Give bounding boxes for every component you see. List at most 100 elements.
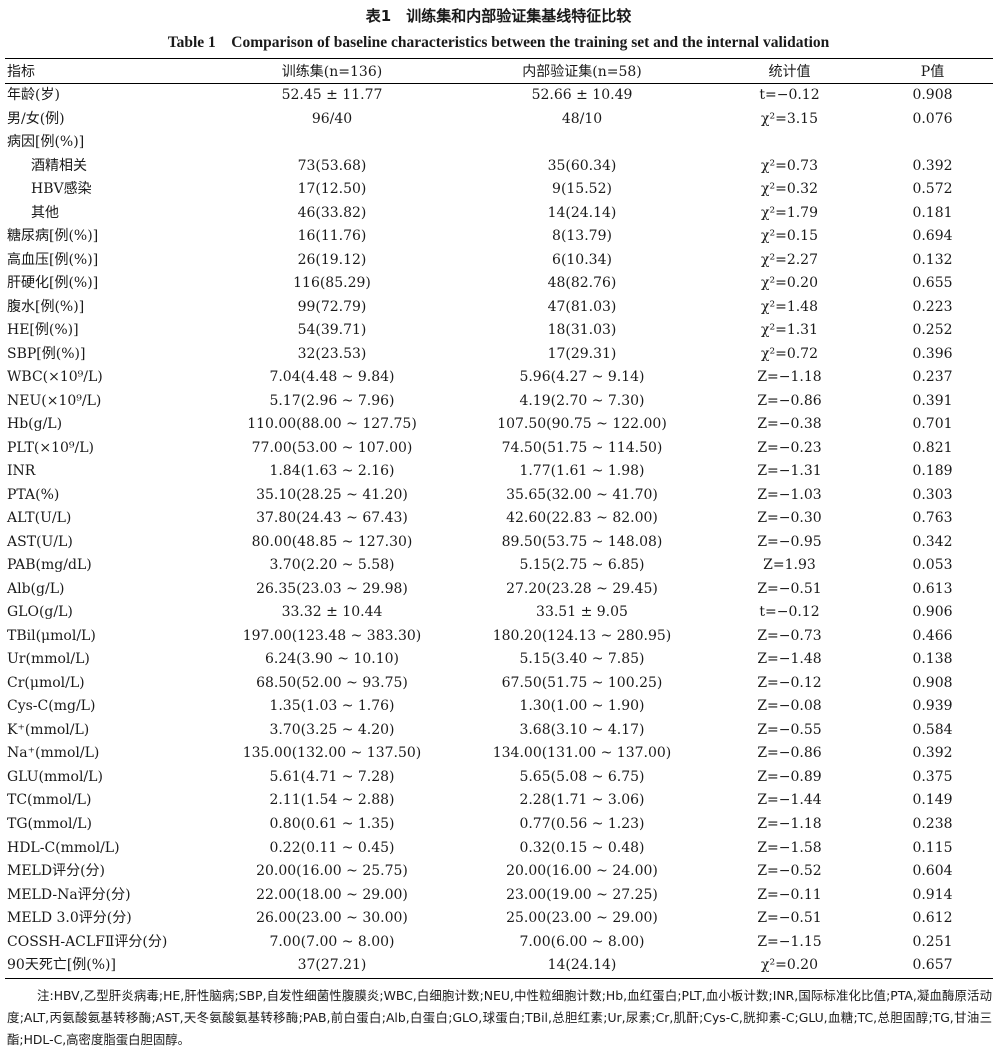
cell-p-value: 0.237: [912, 369, 953, 386]
cell-p-value: 0.914: [912, 886, 953, 903]
table-footnote: 注:HBV,乙型肝炎病毒;HE,肝性脑病;SBP,自发性细菌性腹膜炎;WBC,白…: [7, 988, 992, 1047]
table-row: PAB(mg/dL) 3.70(2.20 ~ 5.58) 5.15(2.75 ~ 6…: [5, 554, 993, 578]
table-row: MELD评分(分) 20.00(16.00 ~ 25.75) 20.00(16.00…: [5, 860, 993, 884]
cell-statistic: χ²=1.31: [761, 322, 818, 339]
cell-p-value: 0.396: [912, 345, 953, 362]
table-row: 男/女(例) 96/40 48/10 χ²=3.15 0.076: [5, 108, 993, 132]
cell-validation-value: 23.00(19.00 ~ 27.25): [506, 886, 658, 903]
cell-validation-value: 42.60(22.83 ~ 82.00): [506, 510, 658, 527]
cell-statistic: Z=−0.30: [757, 510, 822, 527]
cell-indicator: ALT(U/L): [7, 510, 72, 527]
cell-training-value: 1.35(1.03 ~ 1.76): [269, 698, 395, 715]
cell-statistic: Z=−0.95: [757, 533, 822, 550]
cell-indicator: TBil(μmol/L): [7, 627, 96, 644]
cell-p-value: 0.251: [912, 933, 953, 950]
cell-p-value: [872, 131, 993, 155]
header-p-value: P值: [872, 58, 993, 84]
cell-training-value: 80.00(48.85 ~ 127.30): [251, 533, 413, 550]
cell-p-value: 0.392: [912, 745, 953, 762]
cell-indicator: 腹水[例(%)]: [7, 298, 85, 315]
cell-validation-value: 4.19(2.70 ~ 7.30): [519, 392, 645, 409]
cell-p-value: 0.906: [912, 604, 953, 621]
cell-statistic: Z=−0.86: [757, 745, 822, 762]
cell-training-value: 20.00(16.00 ~ 25.75): [256, 863, 408, 880]
cell-training-value: 77.00(53.00 ~ 107.00): [251, 439, 413, 456]
cell-training-value: 33.32 ± 10.44: [281, 604, 383, 621]
cell-training-value: 110.00(88.00 ~ 127.75): [247, 416, 417, 433]
cell-validation-value: 48/10: [561, 110, 603, 127]
cell-indicator: K⁺(mmol/L): [7, 721, 90, 738]
cell-indicator: WBC(×10⁹/L): [7, 369, 103, 386]
table-title-en: Table 1 Comparison of baseline character…: [167, 34, 830, 51]
cell-training-value: 17(12.50): [297, 181, 367, 198]
cell-indicator: AST(U/L): [7, 533, 73, 550]
header-statistic: 统计值: [707, 58, 872, 84]
cell-indicator: NEU(×10⁹/L): [7, 392, 102, 409]
cell-indicator: MELD 3.0评分(分): [7, 910, 132, 927]
cell-training-value: 116(85.29): [293, 275, 371, 292]
cell-statistic: Z=−0.38: [757, 416, 822, 433]
cell-p-value: 0.115: [912, 839, 953, 856]
cell-p-value: 0.223: [912, 298, 953, 315]
cell-validation-value: 47(81.03): [547, 298, 617, 315]
cell-p-value: 0.132: [912, 251, 953, 268]
cell-statistic: Z=−1.31: [757, 463, 822, 480]
cell-validation-value: 1.77(1.61 ~ 1.98): [519, 463, 645, 480]
cell-statistic: Z=−0.52: [757, 863, 822, 880]
table-row: Cr(μmol/L) 68.50(52.00 ~ 93.75) 67.50(51.7…: [5, 672, 993, 696]
cell-validation-value: 8(13.79): [552, 228, 612, 245]
cell-p-value: 0.908: [912, 674, 953, 691]
cell-indicator: HBV感染: [31, 181, 92, 198]
cell-p-value: 0.701: [912, 416, 953, 433]
cell-statistic: Z=−0.51: [757, 910, 822, 927]
table-row: ALT(U/L) 37.80(24.43 ~ 67.43) 42.60(22.83 …: [5, 507, 993, 531]
table-header-row: 指标 训练集(n=136) 内部验证集(n=58) 统计值 P值: [5, 58, 993, 84]
cell-p-value: 0.657: [872, 954, 993, 979]
cell-p-value: 0.613: [912, 580, 953, 597]
cell-p-value: 0.584: [912, 721, 953, 738]
cell-training-value: 26(19.12): [297, 251, 367, 268]
cell-statistic: χ²=0.72: [761, 345, 818, 362]
cell-statistic: Z=−0.08: [757, 698, 822, 715]
table-row: Hb(g/L) 110.00(88.00 ~ 127.75) 107.50(90.7…: [5, 413, 993, 437]
table-row: Ur(mmol/L) 6.24(3.90 ~ 10.10) 5.15(3.40 ~ …: [5, 648, 993, 672]
table-body: 年龄(岁) 52.45 ± 11.77 52.66 ± 10.49 t=−0.12 0.…: [5, 84, 993, 979]
cell-validation-value: 5.15(2.75 ~ 6.85): [519, 557, 645, 574]
cell-validation-value: 27.20(23.28 ~ 29.45): [506, 580, 658, 597]
table-row: 病因[例(%)]: [5, 131, 993, 155]
cell-validation-value: 18(31.03): [547, 322, 617, 339]
table-row: K⁺(mmol/L) 3.70(3.25 ~ 4.20) 3.68(3.10 ~ 4…: [5, 719, 993, 743]
cell-indicator: INR: [7, 463, 36, 480]
table-row: INR 1.84(1.63 ~ 2.16) 1.77(1.61 ~ 1.98) Z=−…: [5, 460, 993, 484]
cell-statistic: Z=−1.15: [757, 933, 822, 950]
cell-validation-value: 48(82.76): [547, 275, 617, 292]
cell-validation-value: 7.00(6.00 ~ 8.00): [519, 933, 645, 950]
cell-training-value: 3.70(2.20 ~ 5.58): [269, 557, 395, 574]
cell-statistic: χ²=0.73: [761, 157, 818, 174]
table-row: HBV感染 17(12.50) 9(15.52) χ²=0.32 0.572: [5, 178, 993, 202]
cell-indicator: COSSH-ACLFⅡ评分(分): [7, 933, 168, 950]
cell-validation-value: 6(10.34): [552, 251, 612, 268]
cell-indicator: Cr(μmol/L): [7, 674, 85, 691]
cell-validation-value: 5.65(5.08 ~ 6.75): [519, 768, 645, 785]
cell-indicator: Cys-C(mg/L): [7, 698, 96, 715]
cell-training-value: 0.22(0.11 ~ 0.45): [269, 839, 395, 856]
cell-p-value: 0.694: [912, 228, 953, 245]
cell-indicator: 糖尿病[例(%)]: [7, 228, 99, 245]
table-row: Alb(g/L) 26.35(23.03 ~ 29.98) 27.20(23.28 …: [5, 578, 993, 602]
cell-validation-value: 5.15(3.40 ~ 7.85): [519, 651, 645, 668]
cell-statistic: Z=−1.18: [757, 815, 822, 832]
cell-training-value: 73(53.68): [297, 157, 367, 174]
cell-training-value: 6.24(3.90 ~ 10.10): [265, 651, 399, 668]
cell-training-value: [207, 131, 457, 155]
cell-validation-value: 1.30(1.00 ~ 1.90): [519, 698, 645, 715]
cell-indicator: Alb(g/L): [7, 580, 65, 597]
cell-training-value: 52.45 ± 11.77: [281, 87, 383, 103]
table-row: HDL-C(mmol/L) 0.22(0.11 ~ 0.45) 0.32(0.15 …: [5, 837, 993, 861]
cell-validation-value: 52.66 ± 10.49: [531, 87, 633, 103]
cell-training-value: 5.61(4.71 ~ 7.28): [269, 768, 395, 785]
table-row: Cys-C(mg/L) 1.35(1.03 ~ 1.76) 1.30(1.00 ~ …: [5, 695, 993, 719]
table-row: 酒精相关 73(53.68) 35(60.34) χ²=0.73 0.392: [5, 155, 993, 179]
table-row: 高血压[例(%)] 26(19.12) 6(10.34) χ²=2.27 0.132: [5, 249, 993, 273]
cell-statistic: Z=−1.44: [757, 792, 822, 809]
